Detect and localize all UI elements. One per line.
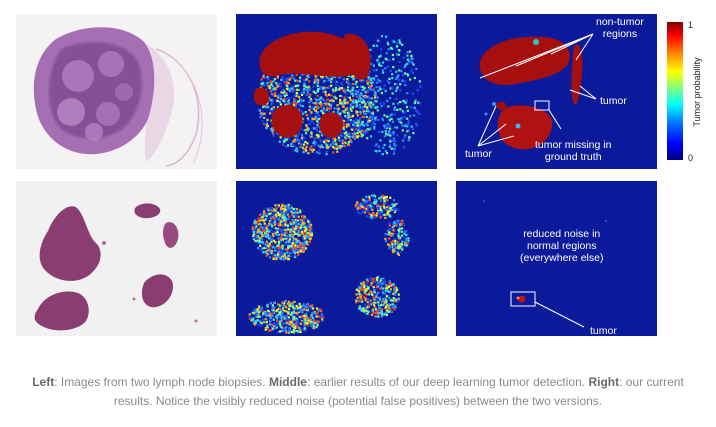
annotation-lines-top xyxy=(477,33,597,147)
annotation-tumor-right: tumor xyxy=(600,95,627,107)
annotation-non-tumor-regions: non-tumor regions xyxy=(596,16,644,40)
heatmap-current-top xyxy=(456,14,657,169)
caption-middle-label: Middle xyxy=(268,375,307,389)
colorbar xyxy=(667,22,683,160)
colorbar-min-tick: 0 xyxy=(688,153,694,163)
heatmap-current-bottom xyxy=(456,181,657,336)
caption-right-label: Right xyxy=(588,375,620,389)
caption-right-text: : our current results. Notice the visibl… xyxy=(113,375,684,408)
heatmap-earlier-bottom xyxy=(236,181,437,336)
figure-caption: Left: Images from two lymph node biopsie… xyxy=(20,373,696,411)
he-slide-bottom xyxy=(16,181,217,336)
caption-left-text: : Images from two lymph node biopsies. xyxy=(54,375,269,389)
he-slide-top xyxy=(16,14,217,169)
caption-left-label: Left xyxy=(32,375,55,389)
colorbar-label: Tumor probability xyxy=(692,57,702,127)
annotation-tumor-bottom: tumor xyxy=(590,325,617,337)
heatmap-earlier-top xyxy=(236,14,437,169)
annotation-tumor-left: tumor xyxy=(465,148,492,160)
caption-middle-text: : earlier results of our deep learning t… xyxy=(306,375,589,389)
annotation-reduced-noise: reduced noise in normal regions (everywh… xyxy=(520,228,604,264)
annotation-tumor-missing: tumor missing in ground truth xyxy=(535,139,612,163)
colorbar-max-tick: 1 xyxy=(688,20,694,30)
